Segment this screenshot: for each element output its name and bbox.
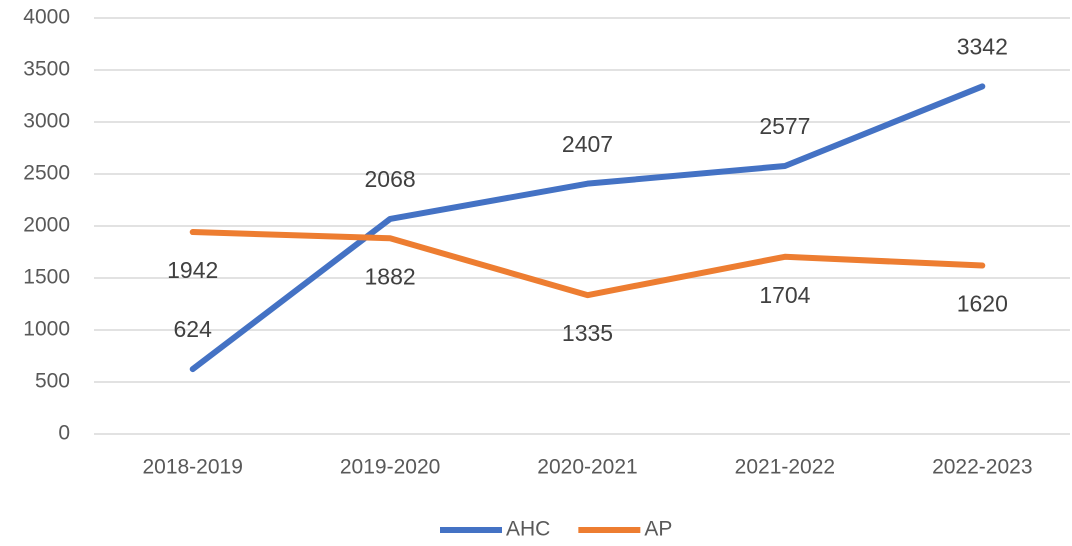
y-tick-label: 2500 <box>23 162 70 185</box>
y-tick-label: 0 <box>58 422 70 445</box>
y-tick-label: 1500 <box>23 266 70 289</box>
data-label: 1620 <box>957 291 1008 317</box>
legend-label: AP <box>644 518 672 541</box>
series-line <box>189 229 986 299</box>
x-tick-label: 2020-2021 <box>537 456 637 479</box>
legend-label: AHC <box>506 518 550 541</box>
series-line <box>189 83 986 373</box>
x-tick-label: 2019-2020 <box>340 456 440 479</box>
data-label: 1942 <box>167 257 218 283</box>
y-tick-label: 3000 <box>23 110 70 133</box>
data-label: 1704 <box>759 282 810 308</box>
y-tick-label: 4000 <box>23 6 70 29</box>
data-label: 1882 <box>365 263 416 289</box>
data-label: 1335 <box>562 320 613 346</box>
y-tick-label: 3500 <box>23 58 70 81</box>
data-label: 624 <box>174 316 213 342</box>
x-tick-label: 2018-2019 <box>142 456 242 479</box>
x-tick-label: 2021-2022 <box>735 456 835 479</box>
y-tick-label: 1000 <box>23 318 70 341</box>
data-label: 2407 <box>562 131 613 157</box>
y-tick-label: 500 <box>35 370 70 393</box>
data-label: 2068 <box>365 166 416 192</box>
data-label: 3342 <box>957 34 1008 60</box>
x-tick-label: 2022-2023 <box>932 456 1032 479</box>
data-label: 2577 <box>759 113 810 139</box>
y-tick-label: 2000 <box>23 214 70 237</box>
